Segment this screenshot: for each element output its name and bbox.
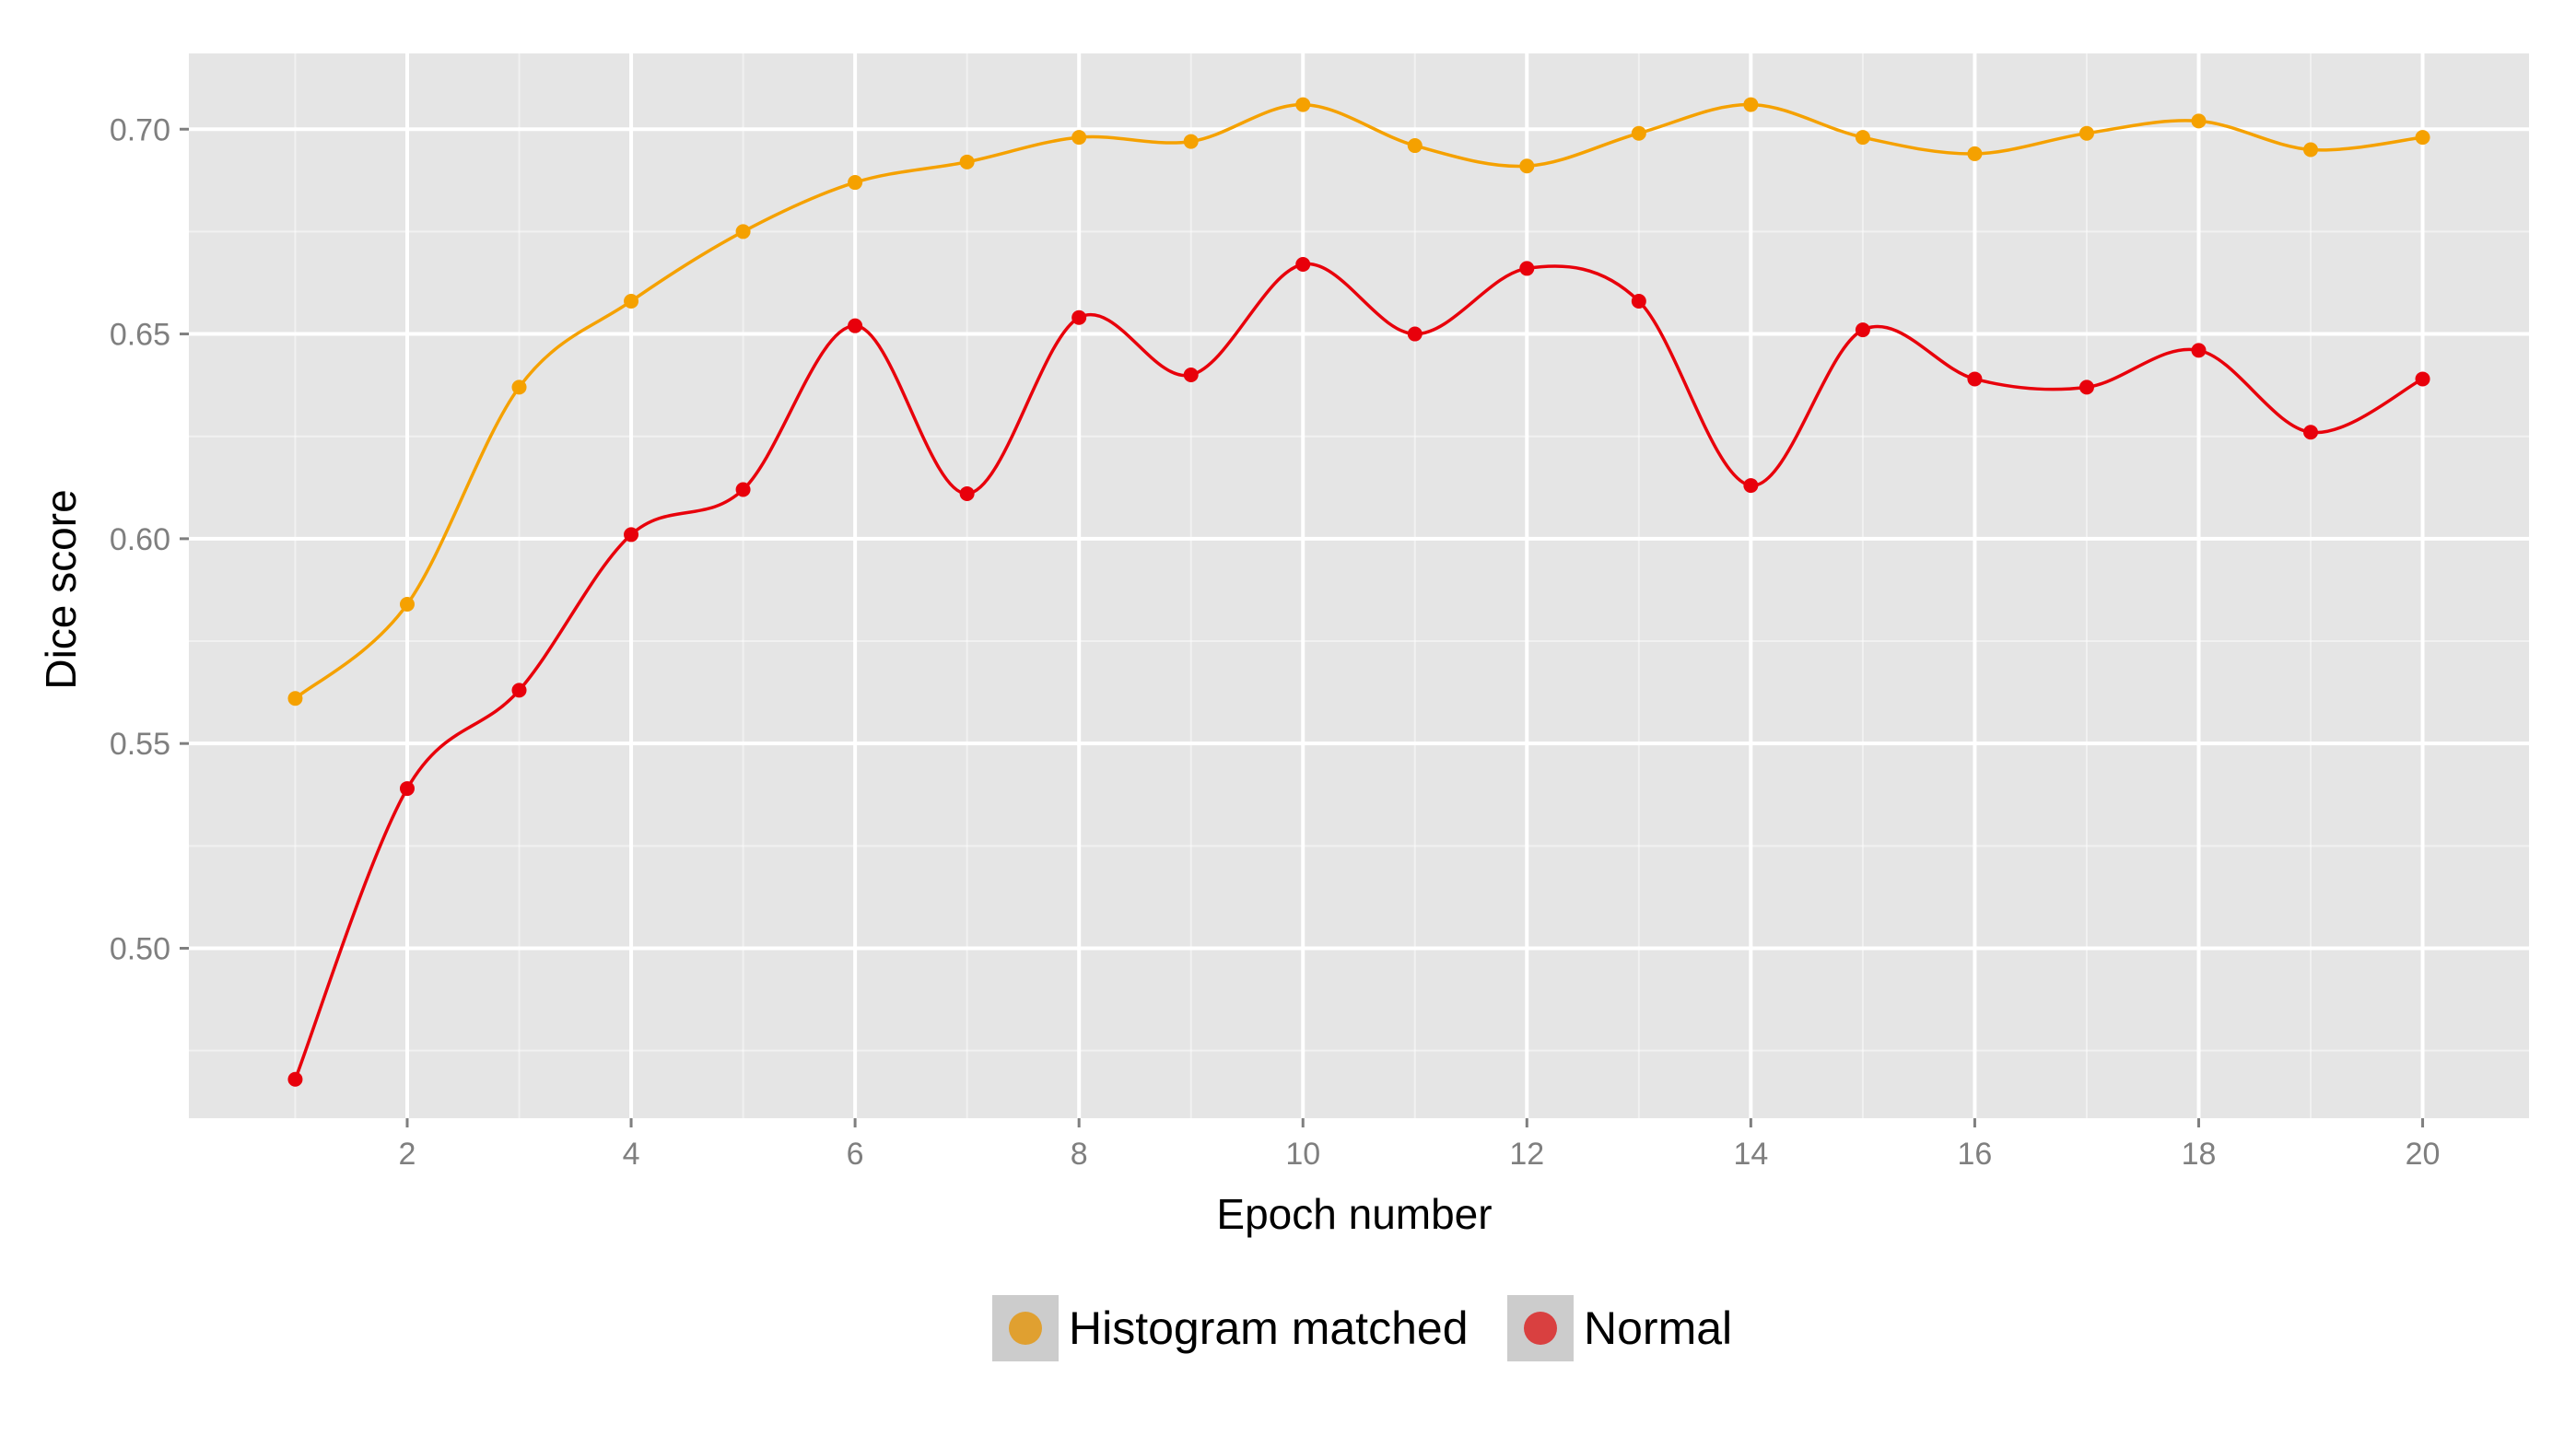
plot-panel (189, 53, 2529, 1118)
x-axis-title: Epoch number (1216, 1190, 1492, 1238)
data-point-histogram-matched (735, 224, 751, 239)
data-point-normal (1967, 371, 1983, 387)
data-point-normal (287, 1071, 303, 1087)
series-line-histogram-matched (294, 102, 2423, 700)
data-point-normal (1855, 322, 1870, 338)
data-point-histogram-matched (959, 154, 975, 169)
data-point-histogram-matched (2415, 130, 2430, 146)
data-point-histogram-matched (1855, 130, 1870, 146)
legend-label-histogram-matched: Histogram matched (1069, 1302, 1469, 1354)
data-point-histogram-matched (2303, 142, 2319, 158)
x-tick-label: 20 (2406, 1137, 2441, 1172)
x-tick-label: 6 (847, 1137, 864, 1172)
y-tick-label: 0.70 (110, 112, 170, 147)
y-tick-label: 0.50 (110, 931, 170, 966)
data-point-normal (1519, 261, 1535, 276)
y-tick-label: 0.55 (110, 727, 170, 762)
x-axis: 2 4 6 8 10 12 14 16 18 20 (399, 1118, 2441, 1172)
legend-label-normal: Normal (1584, 1302, 1732, 1354)
data-point-normal (511, 683, 527, 698)
data-point-histogram-matched (1967, 146, 1983, 161)
data-point-histogram-matched (624, 293, 639, 309)
x-tick-label: 8 (1071, 1137, 1088, 1172)
legend-dot-normal (1524, 1312, 1557, 1345)
data-point-histogram-matched (2191, 113, 2207, 129)
x-tick-label: 14 (1733, 1137, 1768, 1172)
data-point-normal (959, 485, 975, 501)
data-point-normal (848, 318, 863, 333)
data-point-normal (2415, 371, 2430, 387)
legend-dot-histogram-matched (1009, 1312, 1042, 1345)
y-tick-label: 0.60 (110, 522, 170, 557)
data-point-normal (1743, 478, 1759, 494)
legend: Histogram matched Normal (992, 1295, 1732, 1361)
data-point-histogram-matched (1183, 134, 1199, 149)
y-tick-label: 0.65 (110, 318, 170, 353)
data-point-histogram-matched (1519, 158, 1535, 174)
data-point-normal (1407, 326, 1423, 342)
data-point-histogram-matched (848, 175, 863, 191)
x-tick-label: 16 (1958, 1137, 1993, 1172)
data-point-normal (2191, 343, 2207, 358)
y-axis-title: Dice score (37, 489, 85, 689)
major-gridlines (189, 53, 2529, 1118)
data-point-normal (735, 482, 751, 497)
y-axis: 0.50 0.55 0.60 0.65 0.70 (110, 112, 189, 966)
data-point-normal (1071, 309, 1087, 325)
data-point-histogram-matched (1071, 130, 1087, 146)
data-point-normal (2303, 425, 2319, 440)
series-points (287, 97, 2430, 1087)
data-point-normal (1183, 368, 1199, 383)
data-point-normal (2078, 379, 2094, 395)
x-tick-label: 18 (2182, 1137, 2217, 1172)
data-point-histogram-matched (1407, 138, 1423, 154)
x-tick-label: 4 (623, 1137, 640, 1172)
data-point-histogram-matched (1743, 97, 1759, 112)
data-point-normal (1631, 293, 1646, 309)
data-point-histogram-matched (399, 597, 415, 613)
data-point-normal (399, 781, 415, 797)
data-point-histogram-matched (287, 691, 303, 706)
data-point-histogram-matched (511, 379, 527, 395)
x-tick-label: 2 (399, 1137, 416, 1172)
x-tick-label: 10 (1285, 1137, 1320, 1172)
data-point-histogram-matched (1295, 97, 1311, 112)
data-point-histogram-matched (2078, 125, 2094, 141)
data-point-normal (624, 527, 639, 543)
data-point-histogram-matched (1631, 125, 1646, 141)
x-tick-label: 12 (1509, 1137, 1544, 1172)
data-point-normal (1295, 256, 1311, 272)
